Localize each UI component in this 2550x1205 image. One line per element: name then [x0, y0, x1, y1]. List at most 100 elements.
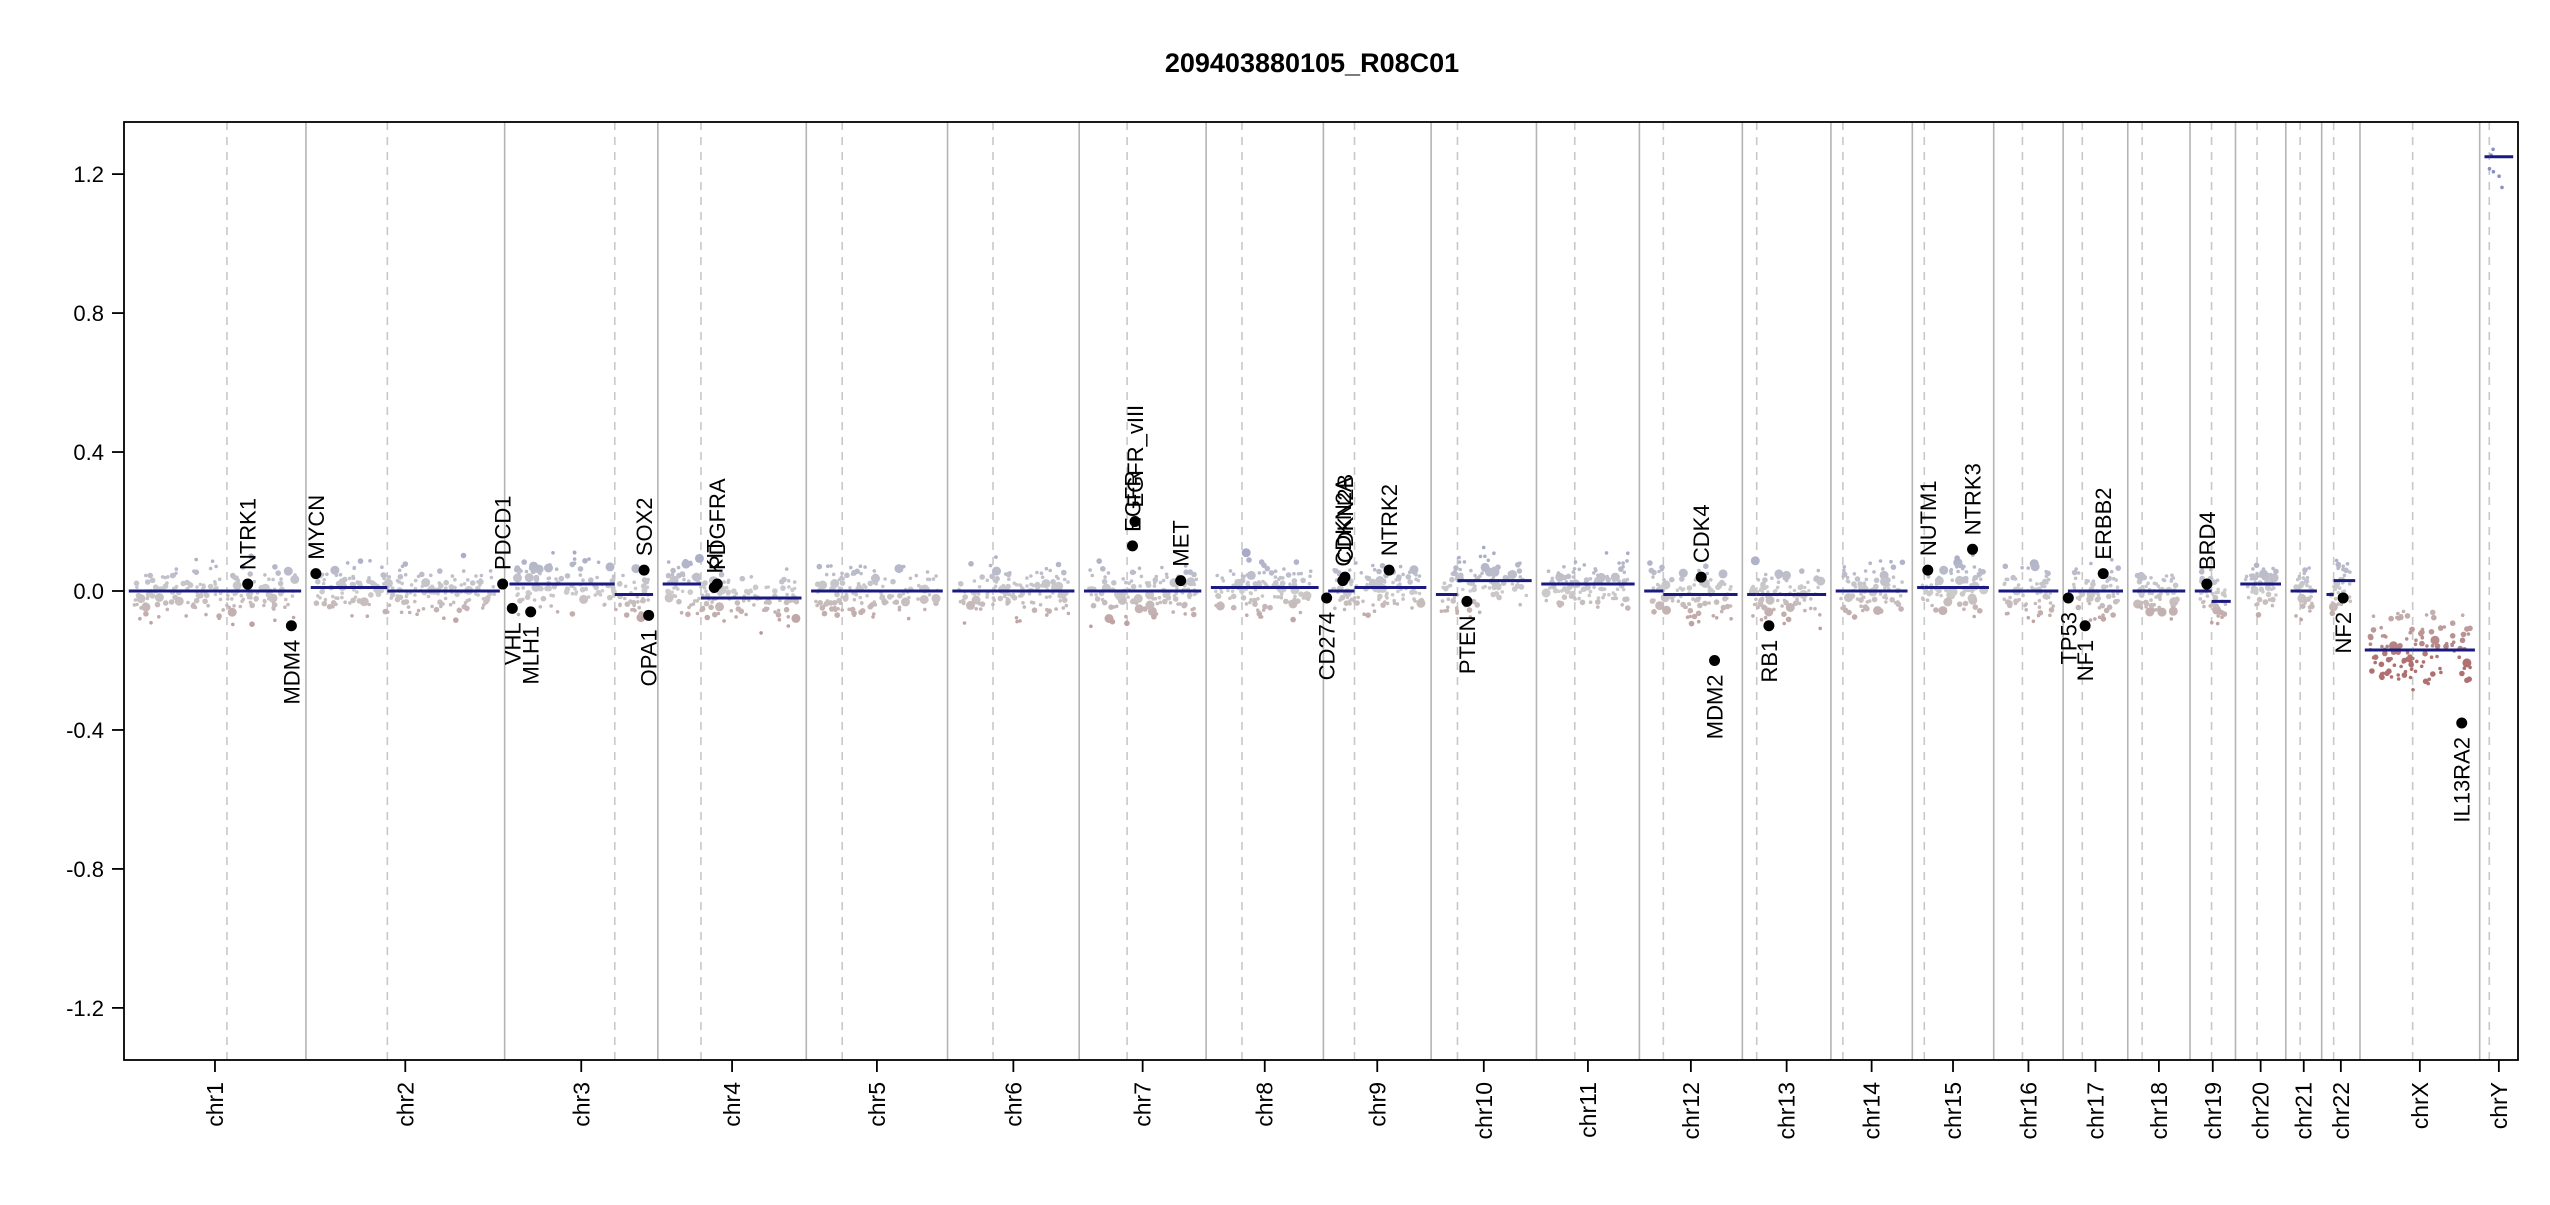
- probe-point: [872, 569, 877, 573]
- probe-point: [2048, 601, 2053, 605]
- probe-point: [2425, 644, 2429, 648]
- probe-point: [1157, 595, 1162, 600]
- probe-point: [227, 607, 237, 617]
- probe-point: [840, 571, 844, 576]
- probe-point: [1348, 568, 1352, 572]
- probe-point: [572, 557, 577, 561]
- probe-point: [734, 600, 741, 606]
- probe-point: [1410, 606, 1414, 610]
- probe-point: [673, 594, 678, 598]
- probe-point: [1934, 582, 1939, 586]
- probe-point: [849, 606, 856, 613]
- probe-point: [1759, 617, 1764, 622]
- probe-point: [2169, 617, 2174, 621]
- probe-point: [637, 605, 641, 610]
- probe-point: [190, 603, 197, 609]
- probe-point: [2435, 654, 2439, 659]
- probe-point: [1577, 567, 1582, 572]
- probe-point: [1001, 583, 1006, 588]
- probe-point: [413, 599, 417, 604]
- probe-point: [460, 552, 467, 559]
- probe-point: [2411, 688, 2415, 692]
- probe-point: [2048, 607, 2055, 613]
- probe-point: [381, 572, 386, 576]
- probe-point: [1471, 586, 1477, 593]
- probe-point: [1100, 566, 1106, 572]
- probe-point: [694, 553, 704, 563]
- gene-label: MDM4: [279, 640, 304, 705]
- probe-point: [1020, 585, 1024, 590]
- probe-point: [321, 581, 326, 586]
- probe-point: [1034, 581, 1041, 588]
- probe-point: [2459, 637, 2466, 644]
- probe-point: [2265, 591, 2272, 598]
- probe-point: [1898, 594, 1903, 598]
- probe-point: [1707, 585, 1711, 589]
- probe-point: [1729, 617, 1733, 621]
- probe-point: [829, 606, 835, 612]
- probe-point: [1774, 569, 1784, 579]
- probe-point: [174, 571, 178, 576]
- probe-point: [1392, 601, 1397, 606]
- probe-point: [1004, 572, 1008, 576]
- probe-point: [335, 580, 342, 587]
- probe-point: [1809, 597, 1813, 601]
- probe-point: [1111, 580, 1117, 586]
- probe-point: [676, 598, 682, 605]
- probe-point: [1573, 560, 1578, 564]
- probe-point: [1390, 593, 1395, 597]
- probe-point: [188, 581, 192, 586]
- probe-point: [993, 584, 998, 589]
- probe-point: [1442, 581, 1447, 585]
- probe-point: [1610, 596, 1615, 601]
- probe-point: [213, 582, 218, 586]
- gene-label: ERBB2: [2091, 487, 2116, 559]
- probe-point: [1954, 555, 1960, 561]
- probe-point: [1492, 551, 1496, 555]
- probe-point: [1018, 619, 1022, 623]
- x-tick-label: chr18: [2146, 1082, 2172, 1140]
- gene-marker: [1695, 571, 1707, 583]
- probe-point: [1765, 585, 1769, 589]
- probe-point: [2100, 616, 2107, 622]
- probe-point: [1657, 602, 1663, 609]
- probe-point: [168, 599, 175, 605]
- probe-point: [2072, 582, 2076, 587]
- probe-point: [2337, 565, 2341, 569]
- probe-point: [2443, 643, 2449, 650]
- probe-point: [213, 592, 218, 597]
- probe-point: [387, 575, 392, 579]
- y-tick-label: -0.8: [66, 857, 104, 882]
- probe-point: [1604, 551, 1609, 555]
- probe-point: [162, 583, 169, 589]
- probe-point: [476, 580, 480, 584]
- probe-point: [1188, 578, 1193, 583]
- probe-point: [1164, 572, 1169, 577]
- probe-point: [350, 597, 356, 604]
- probe-point: [2409, 626, 2415, 633]
- probe-point: [1596, 596, 1601, 600]
- probe-point: [1797, 601, 1802, 606]
- probe-point: [2388, 615, 2394, 622]
- probe-point: [2405, 650, 2410, 655]
- probe-point: [1664, 607, 1670, 613]
- probe-point: [901, 564, 906, 569]
- probe-point: [419, 571, 425, 578]
- probe-point: [2384, 635, 2388, 639]
- probe-point: [1239, 588, 1245, 595]
- probe-point: [330, 565, 340, 575]
- probe-point: [2270, 596, 2276, 603]
- probe-point: [1045, 613, 1049, 617]
- probe-point: [2002, 597, 2007, 602]
- probe-point: [574, 590, 579, 594]
- probe-point: [596, 560, 601, 565]
- gene-marker: [2337, 592, 2349, 604]
- probe-point: [919, 595, 929, 604]
- probe-point: [2256, 602, 2260, 606]
- probe-point: [848, 586, 852, 590]
- probe-point: [549, 604, 553, 608]
- probe-point: [1466, 607, 1473, 613]
- probe-point: [1186, 594, 1191, 598]
- probe-point: [994, 555, 998, 559]
- probe-point: [1375, 582, 1379, 587]
